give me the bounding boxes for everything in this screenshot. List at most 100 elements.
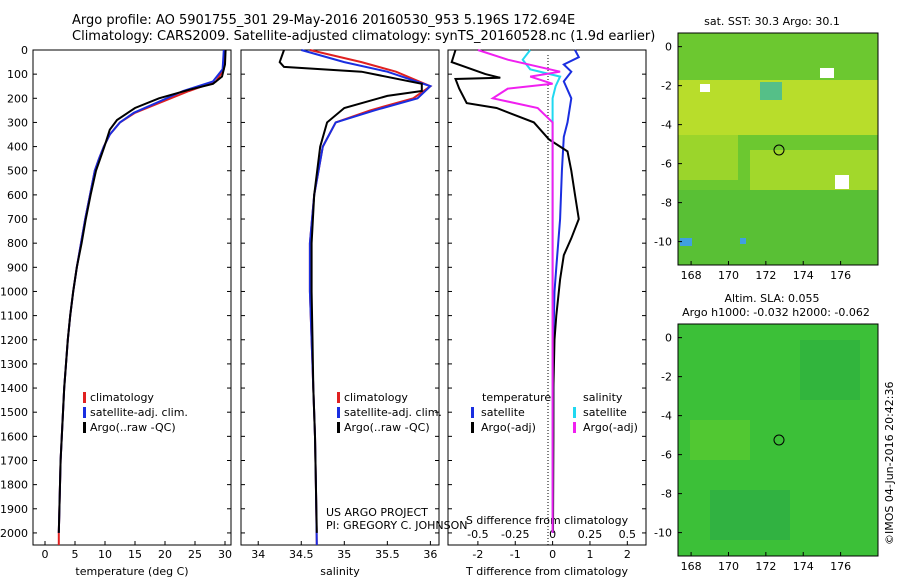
- argo-float-marker: [773, 144, 785, 156]
- difference-t-tick-label: 2: [624, 548, 631, 561]
- figure-title-line2: Climatology: CARS2009. Satellite-adjuste…: [72, 29, 656, 44]
- difference-xlabel-t: T difference from climatology: [465, 565, 628, 578]
- depth-tick-label: 800: [7, 237, 28, 250]
- temperature-x-tick-label: 0: [42, 548, 49, 561]
- map-x-tick-label: 176: [830, 269, 851, 282]
- temperature-series: [57, 49, 227, 545]
- map-x-tick-label: 172: [755, 560, 776, 573]
- sst-warm-patch: [750, 150, 878, 190]
- temperature-x-tick-label: 15: [128, 548, 142, 561]
- map-x-tick-label: 170: [718, 560, 739, 573]
- sst-warm-patch: [678, 135, 738, 180]
- sla-map-frame: [677, 323, 879, 557]
- pi-label: PI: GREGORY C. JOHNSON: [326, 519, 467, 532]
- project-label: US ARGO PROJECT: [326, 506, 428, 519]
- depth-tick-label: 2000: [0, 527, 28, 540]
- temp-legend-clim: climatology: [90, 391, 154, 404]
- depth-tick-label: 0: [21, 44, 28, 57]
- sla-map-title-1: Altim. SLA: 0.055: [724, 292, 819, 305]
- depth-tick-label: 200: [7, 92, 28, 105]
- difference-s-tick-label: -0.25: [501, 528, 529, 541]
- depth-tick-label: 100: [7, 68, 28, 81]
- sst-map-title: sat. SST: 30.3 Argo: 30.1: [704, 15, 840, 28]
- difference-xlabel-s: S difference from climatology: [466, 514, 629, 527]
- sst-map-frame: [677, 32, 879, 266]
- map-y-tick-label: -8: [661, 488, 672, 501]
- temperature-plot-frame: [32, 49, 232, 546]
- temp-legend-sat: satellite-adj. clim.: [90, 406, 188, 419]
- salinity-x-tick-label: 34.5: [289, 548, 314, 561]
- temperature-xlabel: temperature (deg C): [75, 565, 188, 578]
- map-x-tick-label: 172: [755, 269, 776, 282]
- legend-swatch-t-argo: [471, 422, 474, 433]
- map-y-tick-label: 0: [665, 332, 672, 345]
- temp-argo-line: [57, 49, 227, 533]
- map-y-tick-label: -2: [661, 371, 672, 384]
- sst-cold-pixel: [680, 238, 692, 246]
- depth-tick-label: 300: [7, 116, 28, 129]
- depth-axis: 0 100 200 300 400 500 600 700 800 900 1000 1100 1200…: [0, 44, 646, 540]
- legend-swatch-argo: [83, 422, 86, 433]
- legend-swatch-clim: [337, 392, 340, 403]
- diff-legend-s-title: salinity: [583, 391, 623, 404]
- salinity-series: [278, 49, 433, 546]
- map-y-tick-label: -10: [654, 527, 672, 540]
- diff-legend-s-sat: satellite: [583, 406, 627, 419]
- sal-sat-line: [301, 49, 433, 546]
- diff-t-sat-line: [552, 49, 581, 533]
- depth-tick-label: 400: [7, 141, 28, 154]
- temperature-x-tick-label: 30: [218, 548, 232, 561]
- salinity-x-tick-label: 36: [423, 548, 437, 561]
- depth-tick-label: 1000: [0, 285, 28, 298]
- legend-swatch-argo: [337, 422, 340, 433]
- temperature-x-tick-label: 5: [72, 548, 79, 561]
- map-y-tick-label: -4: [661, 410, 672, 423]
- sla-low-patch: [800, 340, 860, 400]
- salinity-xlabel: salinity: [320, 565, 360, 578]
- depth-tick-label: 1200: [0, 334, 28, 347]
- sla-map: [677, 323, 879, 557]
- depth-tick-label: 500: [7, 165, 28, 178]
- depth-tick-label: 1800: [0, 479, 28, 492]
- sst-cool-patch: [760, 82, 782, 100]
- sal-clim-line: [308, 49, 433, 546]
- argo-float-marker: [773, 434, 785, 446]
- legend-swatch-s-argo: [573, 422, 576, 433]
- diff-t-argo-line: [450, 49, 580, 533]
- depth-tick-label: 1700: [0, 454, 28, 467]
- legend-swatch-sat: [337, 407, 340, 418]
- depth-tick-label: 1600: [0, 430, 28, 443]
- diff-legend-t-argo: Argo(-adj): [481, 421, 536, 434]
- salinity-plot-frame: [240, 49, 440, 546]
- depth-tick-label: 600: [7, 189, 28, 202]
- difference-s-tick-label: 0: [549, 528, 556, 541]
- sst-cold-pixel: [740, 238, 746, 244]
- temperature-x-axis: 0 5 10 15 20 25 30: [42, 541, 232, 561]
- temp-clim-line: [57, 49, 226, 545]
- sla-low-patch: [710, 490, 790, 540]
- difference-t-tick-label: 0: [549, 548, 556, 561]
- diff-legend-t-title: temperature: [482, 391, 551, 404]
- temp-sat-line: [57, 49, 225, 533]
- sst-map-axes: 168 170 172 174 176 0 -2 -4 -6 -8 -10: [654, 41, 851, 282]
- map-x-tick-label: 168: [681, 269, 702, 282]
- map-y-tick-label: -4: [661, 119, 672, 132]
- map-y-tick-label: 0: [665, 41, 672, 54]
- difference-t-tick-label: -2: [472, 548, 483, 561]
- temp-legend-argo: Argo(..raw -QC): [90, 421, 176, 434]
- salinity-x-tick-label: 35: [337, 548, 351, 561]
- sla-high-patch: [690, 420, 750, 460]
- temperature-x-tick-label: 10: [98, 548, 112, 561]
- depth-tick-label: 1900: [0, 503, 28, 516]
- sal-legend-clim: climatology: [344, 391, 408, 404]
- map-x-tick-label: 176: [830, 560, 851, 573]
- difference-s-tick-label: 0.25: [578, 528, 603, 541]
- map-x-tick-label: 170: [718, 269, 739, 282]
- legend-swatch-s-sat: [573, 407, 576, 418]
- map-x-tick-label: 174: [793, 560, 814, 573]
- salinity-x-tick-label: 35.5: [375, 548, 400, 561]
- diff-s-argo-line: [477, 49, 561, 533]
- sal-legend-sat: satellite-adj. clim.: [344, 406, 442, 419]
- sal-argo-line: [278, 49, 423, 533]
